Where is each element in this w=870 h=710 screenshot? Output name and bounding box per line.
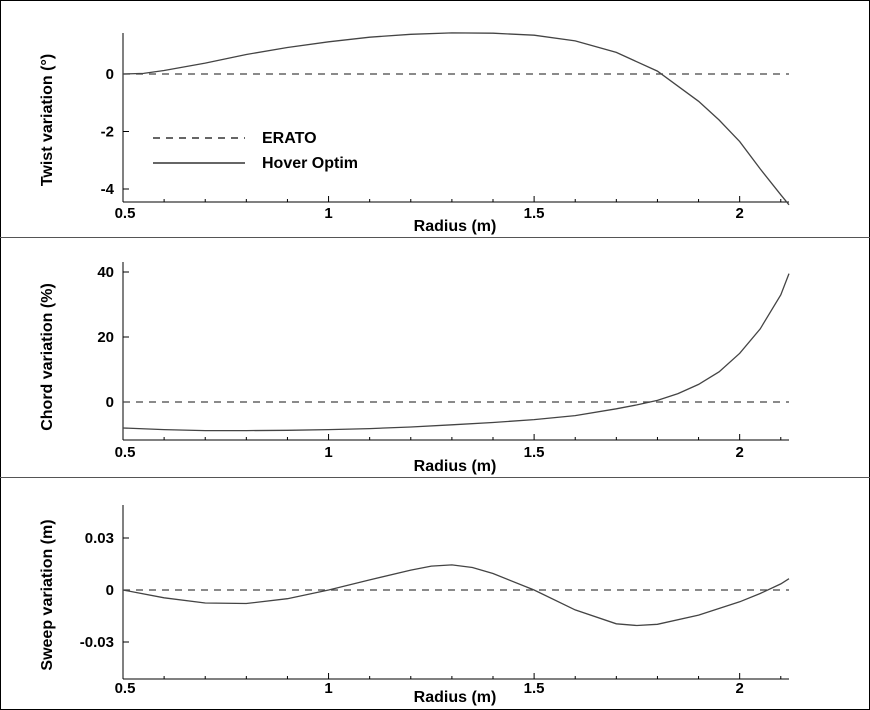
- y-tick-label: -2: [101, 124, 114, 141]
- y-tick-labels: 0 20 40: [97, 264, 114, 411]
- series-line-hover-optim: [122, 273, 790, 432]
- x-tick-label: 1.5: [524, 444, 545, 461]
- y-axis-title: Twist variation (°): [39, 54, 56, 186]
- y-tick-label: -4: [101, 181, 115, 198]
- legend: ERATO Hover Optim: [153, 130, 358, 172]
- x-axis-title: Radius (m): [414, 689, 497, 706]
- x-tick-label: 2: [735, 205, 743, 222]
- y-tick-labels: 0.03 0 -0.03: [80, 530, 114, 651]
- x-tick-label: 1.5: [524, 205, 545, 222]
- x-tick-label: 1.5: [524, 680, 545, 697]
- panel-sweep: 0.5 1 1.5 2 0.03 0 -0.03 Radius (m) Swee…: [39, 505, 790, 706]
- series-line-hover-optim: [122, 32, 790, 206]
- y-tick-label: 40: [97, 264, 114, 281]
- y-tick-label: 0: [106, 66, 114, 83]
- y-tick-labels: 0 -2 -4: [101, 66, 115, 198]
- x-axis-title: Radius (m): [414, 458, 497, 475]
- x-tick-label: 2: [735, 680, 743, 697]
- x-axis-title: Radius (m): [414, 218, 497, 235]
- y-tick-label: 0: [106, 394, 114, 411]
- panel-chord: 0.5 1 1.5 2 0 20 40 Radius (m) Chord var…: [39, 262, 790, 475]
- y-tick-label: 20: [97, 329, 114, 346]
- panel-twist: 0.5 1 1.5 2 0 -2 -4 Radius (m) Twist var…: [39, 32, 790, 235]
- x-tick-label: 1: [324, 205, 332, 222]
- x-tick-label: 1: [324, 444, 332, 461]
- legend-label-hover-optim: Hover Optim: [262, 155, 358, 172]
- x-tick-label: 0.5: [115, 680, 136, 697]
- plot-layer: [122, 262, 790, 441]
- x-tick-label: 1: [324, 680, 332, 697]
- legend-label-erato: ERATO: [262, 130, 317, 147]
- x-tick-label: 2: [735, 444, 743, 461]
- x-tick-label: 0.5: [115, 444, 136, 461]
- x-tick-labels: 0.5 1 1.5 2: [115, 205, 744, 222]
- series-line-hover-optim: [122, 564, 790, 627]
- x-tick-label: 0.5: [115, 205, 136, 222]
- y-axis-title: Sweep variation (m): [39, 519, 56, 670]
- x-tick-labels: 0.5 1 1.5 2: [115, 444, 744, 461]
- x-tick-labels: 0.5 1 1.5 2: [115, 680, 744, 697]
- y-tick-label: 0.03: [85, 530, 114, 547]
- y-axis-title: Chord variation (%): [39, 283, 56, 431]
- plot-layer: [122, 505, 790, 680]
- y-tick-label: -0.03: [80, 634, 114, 651]
- y-tick-label: 0: [106, 582, 114, 599]
- plot-layer: [122, 32, 790, 206]
